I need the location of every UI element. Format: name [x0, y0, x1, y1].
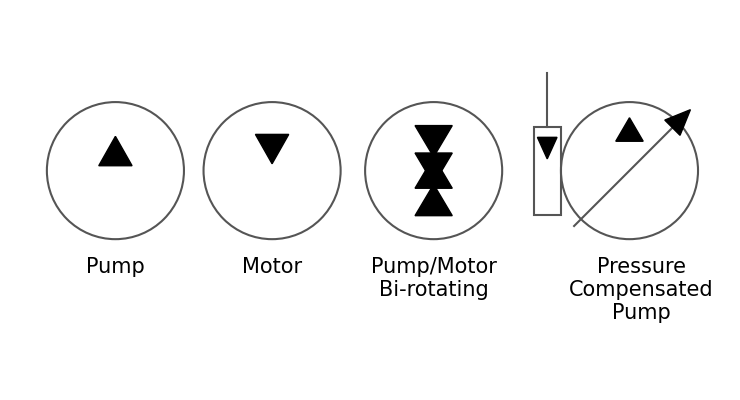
Polygon shape: [537, 137, 557, 159]
Polygon shape: [415, 153, 452, 184]
Polygon shape: [255, 134, 289, 164]
Text: Pump/Motor
Bi-rotating: Pump/Motor Bi-rotating: [371, 257, 497, 300]
Polygon shape: [665, 110, 690, 135]
Polygon shape: [415, 184, 452, 216]
Bar: [534, 126, 561, 215]
Text: Pump: Pump: [86, 257, 145, 277]
Polygon shape: [98, 136, 132, 166]
Polygon shape: [616, 118, 643, 141]
Polygon shape: [415, 157, 452, 188]
Text: Motor: Motor: [242, 257, 302, 277]
Text: Pressure
Compensated
Pump: Pressure Compensated Pump: [569, 257, 713, 323]
Polygon shape: [415, 126, 452, 157]
